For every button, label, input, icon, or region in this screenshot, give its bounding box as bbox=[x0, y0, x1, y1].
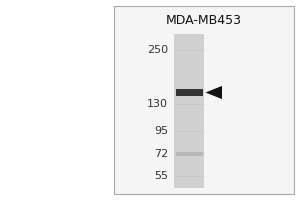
Text: 72: 72 bbox=[154, 149, 168, 159]
Text: MDA-MB453: MDA-MB453 bbox=[166, 14, 242, 27]
FancyBboxPatch shape bbox=[114, 6, 294, 194]
Bar bbox=[176, 152, 203, 156]
Text: 130: 130 bbox=[147, 99, 168, 109]
Polygon shape bbox=[206, 86, 222, 99]
Bar bbox=[176, 89, 203, 96]
Bar bbox=[174, 34, 204, 188]
Text: 95: 95 bbox=[154, 126, 168, 136]
Text: 55: 55 bbox=[154, 171, 168, 181]
Text: 250: 250 bbox=[147, 45, 168, 55]
